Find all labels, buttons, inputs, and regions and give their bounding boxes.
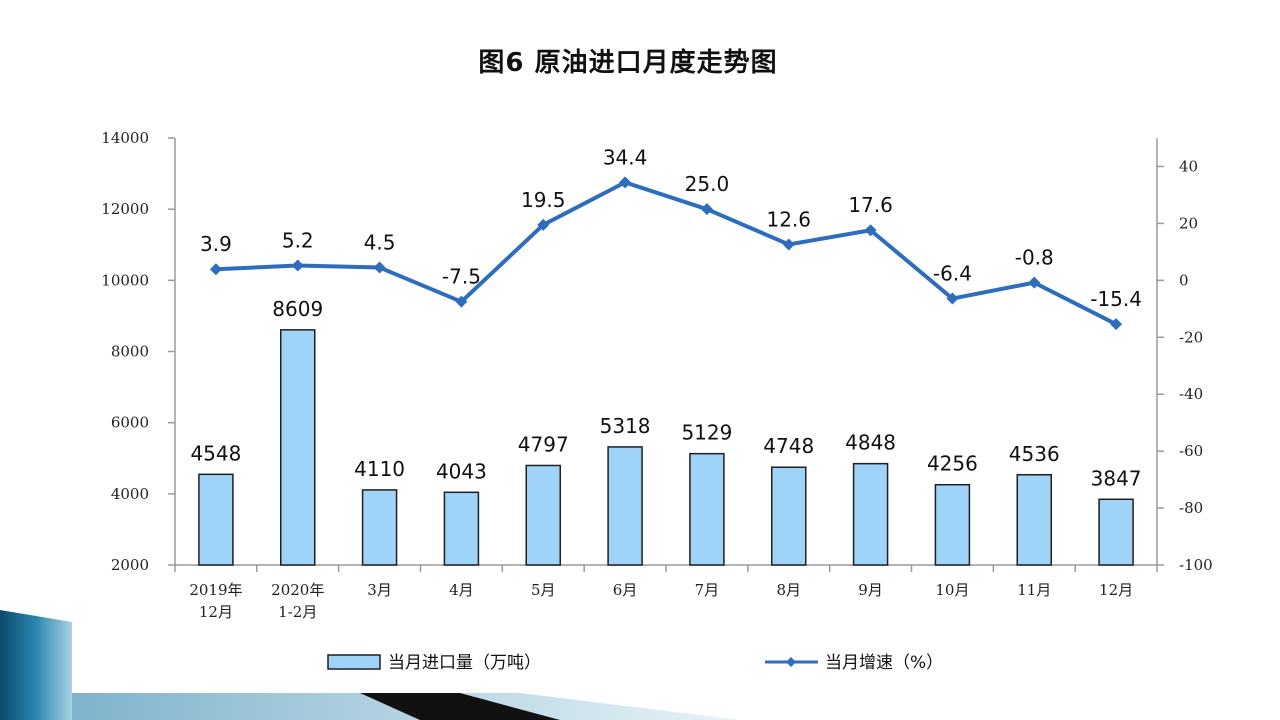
y-left-tick-label: 2000	[111, 556, 149, 574]
line-point	[537, 218, 550, 231]
y-right-tick-label: -60	[1179, 442, 1203, 460]
line-point	[455, 295, 468, 308]
y-right-tick-label: 40	[1179, 157, 1198, 175]
line-value-label: 17.6	[848, 193, 893, 217]
line-point	[291, 259, 304, 272]
line-point	[864, 224, 877, 237]
bar-value-label: 4256	[927, 452, 978, 476]
line-point	[619, 176, 632, 189]
bar-value-label: 3847	[1091, 466, 1142, 490]
deco-band-dark	[360, 693, 560, 720]
y-left-tick-label: 14000	[101, 129, 149, 147]
y-right-tick-label: -40	[1179, 385, 1203, 403]
line-value-label: 4.5	[364, 231, 396, 255]
legend: 当月进口量（万吨） 当月增速（%）	[327, 653, 943, 673]
line-value-label: 19.5	[521, 188, 566, 212]
y-left-tick-label: 4000	[111, 485, 149, 503]
category-label: 5月	[531, 581, 556, 599]
line-value-label: 12.6	[766, 207, 811, 231]
bar-value-label: 5318	[600, 414, 651, 438]
bar-value-label: 8609	[272, 297, 323, 321]
bar	[1098, 498, 1134, 566]
line-point	[1028, 276, 1041, 289]
y-left-tick-label: 6000	[111, 414, 149, 432]
category-label: 11月	[1017, 581, 1051, 599]
category-label: 12月	[1099, 581, 1133, 599]
y-left-tick-label: 10000	[101, 271, 149, 289]
line-point	[1110, 318, 1123, 331]
bar-value-label: 4848	[845, 431, 896, 455]
growth-line	[215, 180, 1117, 326]
bar	[689, 452, 725, 566]
line-value-label: 5.2	[282, 229, 314, 253]
legend-label-bar: 当月进口量（万吨）	[388, 653, 541, 673]
axes: 2000 4000 6000 8000 10000 12000 14000 -100 -80 -6…	[101, 129, 1212, 574]
category-labels: 2019年 12月 2020年 1-2月 3月 4月 5月 6月 7月 8月 9月 10月 11月 12月	[189, 581, 1133, 621]
category-label: 1-2月	[278, 603, 317, 621]
y-right-tick-label: -100	[1179, 556, 1213, 574]
line-point	[946, 292, 959, 305]
line-value-label: -0.8	[1015, 246, 1054, 270]
bar-value-label: 4110	[354, 457, 405, 481]
category-label: 9月	[858, 581, 883, 599]
legend-swatch-marker	[786, 657, 796, 667]
line-value-label: 25.0	[685, 172, 730, 196]
deco-band-left	[0, 610, 72, 720]
line-value-label: -7.5	[442, 265, 481, 289]
category-label: 4月	[449, 581, 474, 599]
bar-value-label: 4548	[190, 441, 241, 465]
bar	[852, 462, 889, 566]
category-label: 2019年	[189, 581, 242, 599]
y-left-tick-label: 8000	[111, 343, 149, 361]
bar-series	[198, 329, 1134, 566]
bar	[198, 473, 234, 566]
y-right-tick-label: 0	[1179, 271, 1189, 289]
line-point	[373, 261, 386, 274]
bar	[934, 483, 971, 566]
line-value-label: 3.9	[200, 232, 232, 256]
category-label: 7月	[695, 581, 720, 599]
bar	[525, 464, 561, 566]
category-label: 8月	[776, 581, 801, 599]
bar	[361, 489, 398, 566]
category-label: 2020年	[271, 581, 324, 599]
y-right-tick-label: 20	[1179, 214, 1198, 232]
bar	[1016, 474, 1052, 566]
category-label: 6月	[613, 581, 638, 599]
bar-value-label: 4748	[763, 434, 814, 458]
bar-value-label: 4043	[436, 459, 487, 483]
line-value-label: -6.4	[933, 262, 972, 286]
category-label: 10月	[935, 581, 969, 599]
bar-value-label: 4797	[518, 432, 569, 456]
line-value-label: 34.4	[603, 145, 648, 169]
y-left-tick-label: 12000	[101, 200, 149, 218]
category-label: 3月	[367, 581, 392, 599]
bar	[280, 329, 316, 566]
bar	[607, 446, 643, 566]
line-value-label: -15.4	[1090, 287, 1142, 311]
line-point	[209, 263, 222, 276]
y-right-tick-label: -20	[1179, 328, 1203, 346]
chart-title: 图6 原油进口月度走势图	[478, 48, 778, 78]
bar	[771, 466, 807, 566]
line-point	[700, 203, 713, 216]
bar-value-label: 5129	[681, 421, 732, 445]
line-point	[782, 238, 795, 251]
y-right-tick-label: -80	[1179, 499, 1203, 517]
bar-value-label: 4536	[1009, 442, 1060, 466]
category-label: 12月	[199, 603, 233, 621]
data-labels: 4548 8609 4110 4043 4797 5318 5129 4748 4848 4256…	[190, 145, 1141, 490]
bar	[443, 491, 480, 566]
line-series	[209, 176, 1123, 331]
legend-label-line: 当月增速（%）	[825, 653, 943, 673]
legend-swatch-bar	[327, 654, 381, 670]
